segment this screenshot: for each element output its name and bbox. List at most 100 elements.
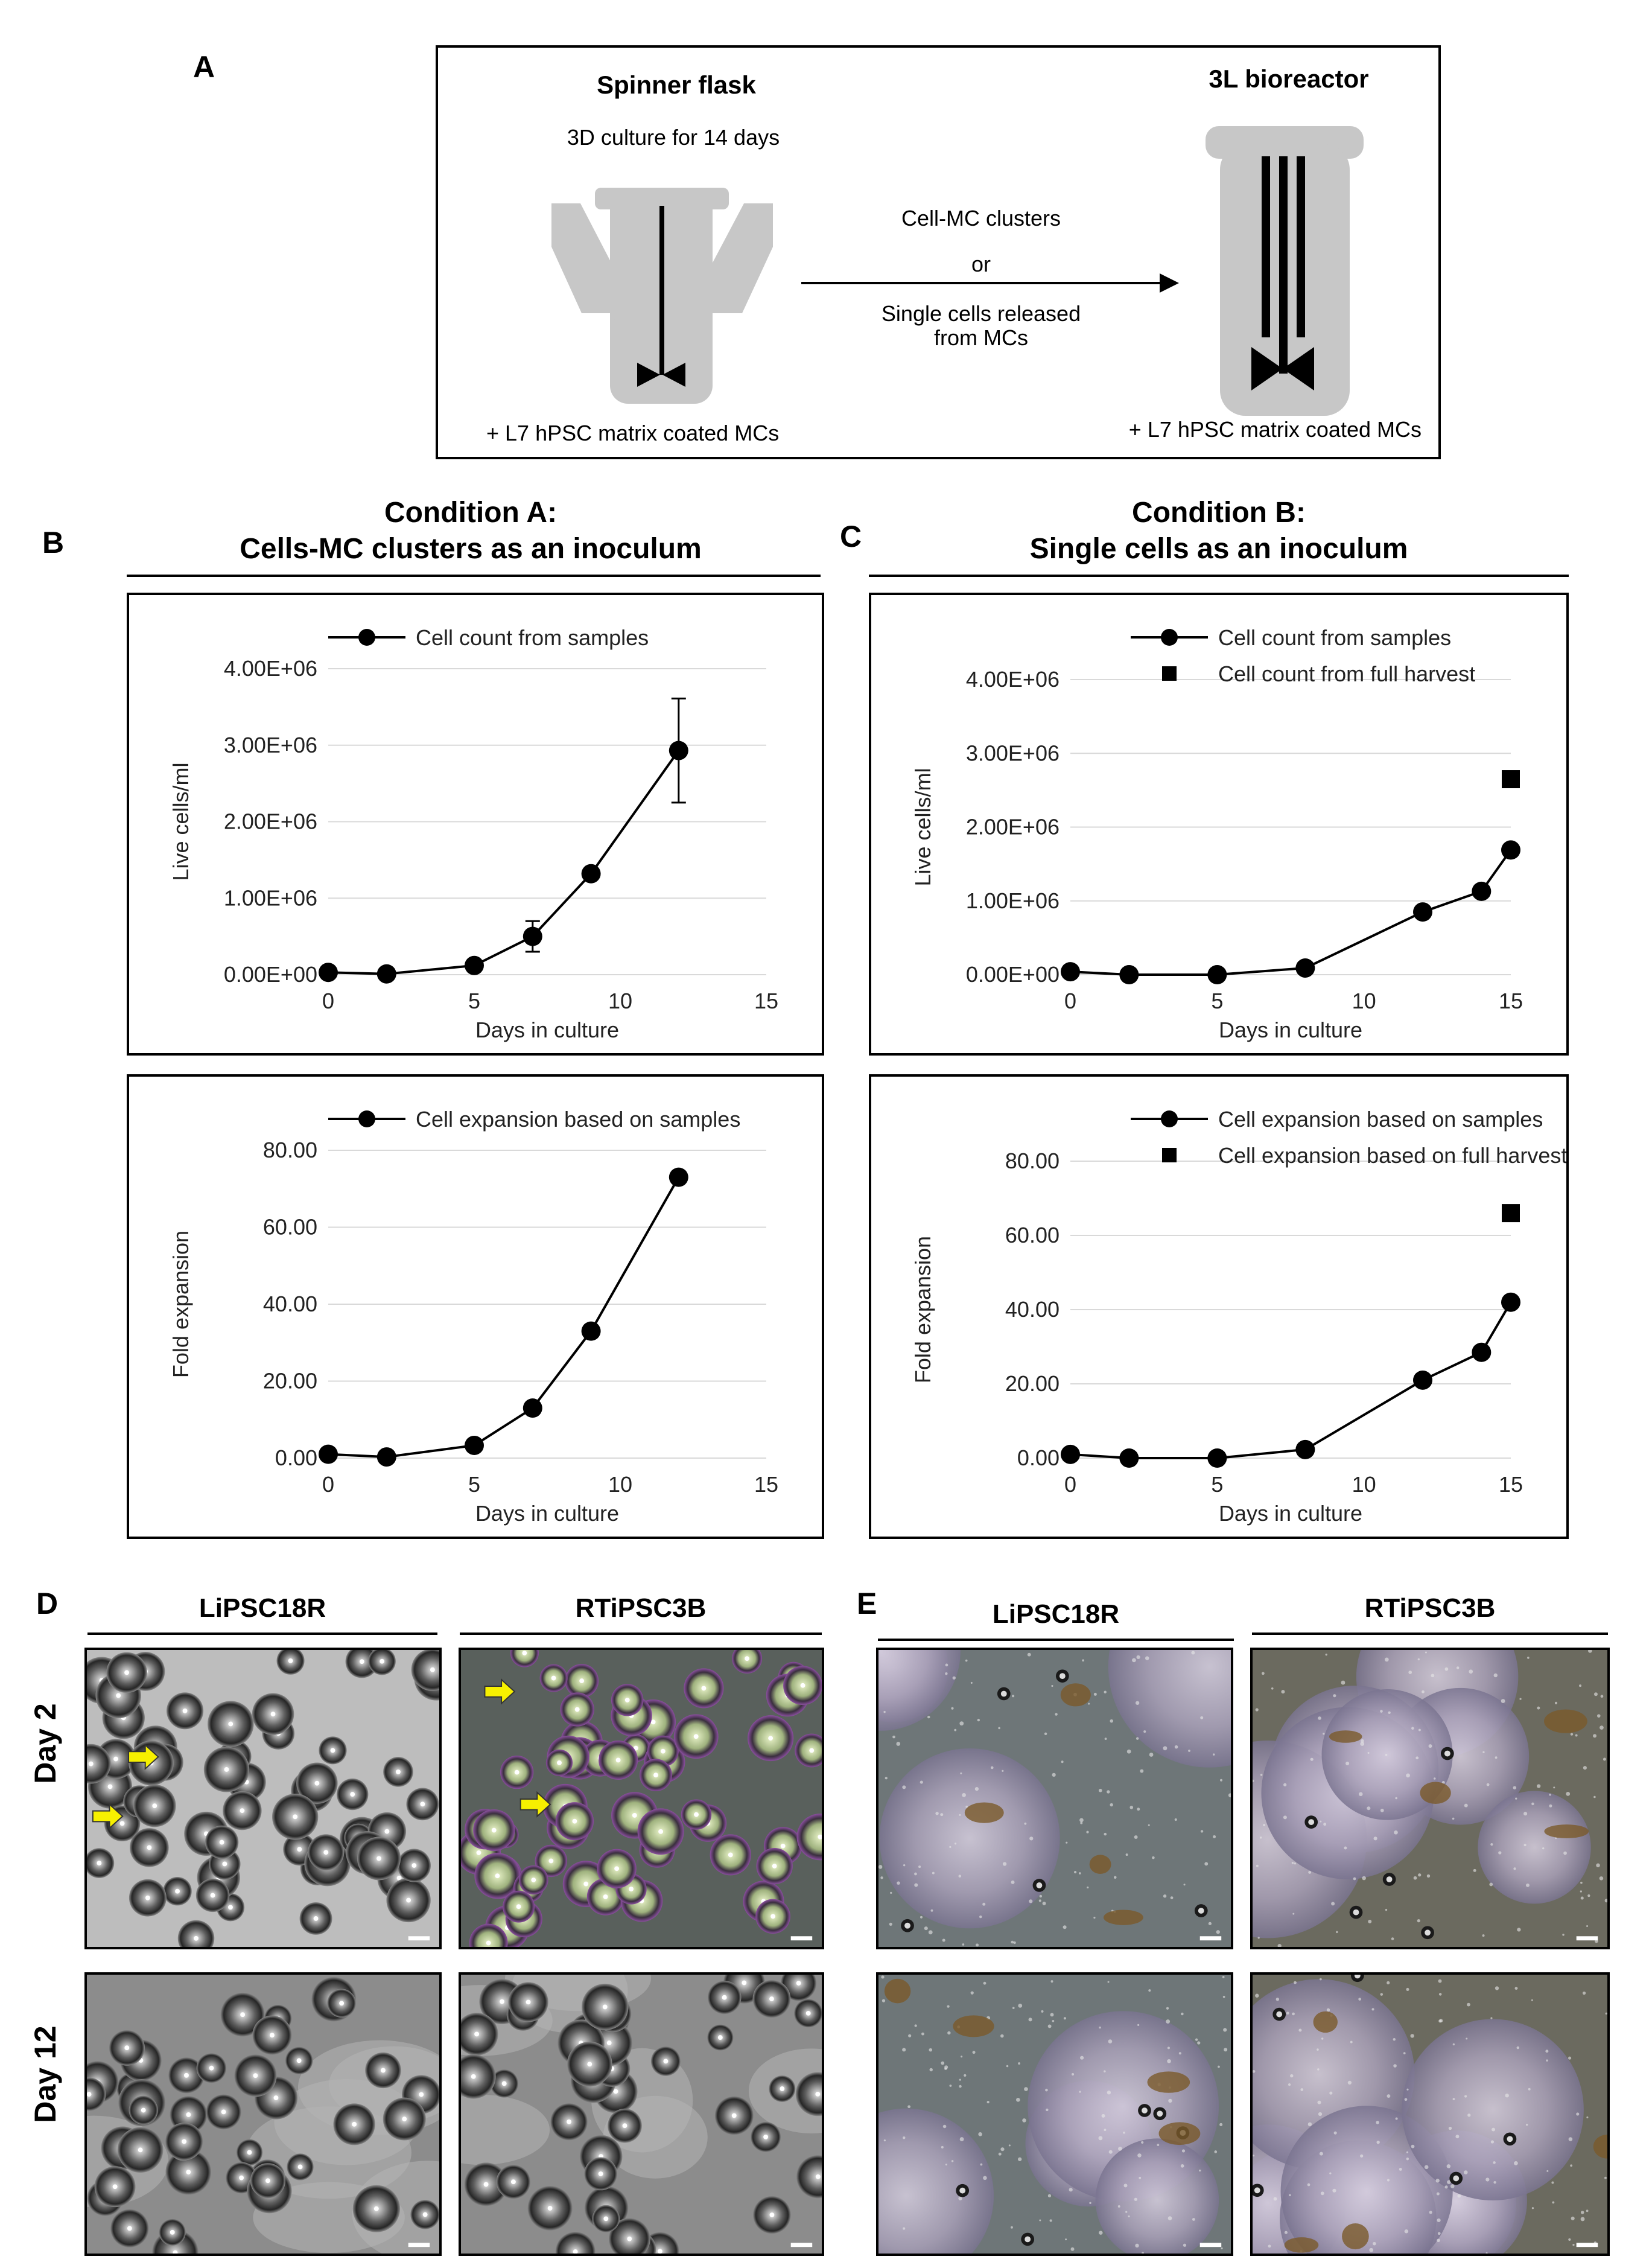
e-col2-rule	[1252, 1633, 1608, 1635]
micrograph-e-rtipsc3b-day12	[1250, 1972, 1610, 2256]
data-point	[376, 1447, 396, 1467]
y-tick-label: 0.00	[275, 1445, 317, 1470]
legend-marker-square	[1162, 666, 1177, 681]
x-tick-label: 0	[1064, 1472, 1076, 1497]
condition-a-line2: Cells-MC clusters as an inoculum	[240, 533, 702, 565]
data-point	[1207, 965, 1227, 984]
spinner-subtitle: 3D culture for 14 days	[567, 125, 780, 150]
x-tick-label: 15	[1499, 1472, 1523, 1497]
y-tick-label: 4.00E+06	[224, 656, 317, 681]
data-point	[1501, 840, 1520, 860]
arrow-label-or: or	[971, 252, 991, 276]
y-tick-label: 0.00E+00	[966, 962, 1060, 987]
legend-label: Cell expansion based on samples	[416, 1107, 740, 1132]
cell-aggregate	[1342, 2223, 1369, 2250]
d-col1-header: LiPSC18R	[199, 1593, 326, 1623]
y-tick-label: 60.00	[263, 1215, 317, 1240]
cell-colony	[1402, 2019, 1584, 2200]
yellow-arrow-icon	[92, 1803, 124, 1830]
panel-label-a: A	[193, 50, 215, 84]
micrograph-d-rtipsc3b-day12	[459, 1972, 824, 2256]
cell-colony	[1095, 2138, 1219, 2254]
data-point	[523, 926, 542, 946]
data-point-square	[1502, 1204, 1520, 1223]
chart-c-top: 0.00E+00 1.00E+06 2.00E+06 3.00E+06 4.00E+06…	[910, 625, 1523, 1042]
cell-aggregate	[1329, 1730, 1362, 1743]
micrograph-d-rtipsc3b-day12-image	[461, 1975, 822, 2254]
chart-b-bottom: 0.00 20.00 40.00 60.00 80.00 0 5 10 15 Days in cu…	[168, 1107, 778, 1526]
cell-aggregate	[1147, 2071, 1190, 2093]
legend-marker	[358, 1110, 375, 1127]
data-point	[1061, 962, 1080, 982]
chart-c-top-box: 0.00E+00 1.00E+06 2.00E+06 3.00E+06 4.00E+06…	[869, 593, 1569, 1056]
transfer-arrow	[801, 273, 1179, 293]
data-point	[581, 1321, 601, 1341]
bioreactor-note: + L7 hPSC matrix coated MCs	[1128, 417, 1422, 442]
cell-aggregate	[1060, 1683, 1091, 1707]
micrograph-e-rtipsc3b-day2-image	[1253, 1650, 1607, 1947]
data-point	[319, 963, 338, 983]
y-tick-label: 2.00E+06	[966, 815, 1060, 839]
chart-b-top-box: 0.00E+00 1.00E+06 2.00E+06 3.00E+06 4.00E+06…	[127, 593, 824, 1056]
x-tick-label: 15	[1499, 989, 1523, 1013]
micrograph-e-lipsc18r-day12-image	[878, 1975, 1231, 2254]
microcarrier	[469, 1923, 508, 1947]
bioreactor-title: 3L bioreactor	[1209, 65, 1369, 93]
data-point	[465, 955, 484, 975]
data-point	[319, 1444, 338, 1464]
micrograph-e-lipsc18r-day2-image	[878, 1650, 1231, 1947]
d-col1-rule	[87, 1633, 437, 1635]
microcarrier	[608, 2218, 650, 2254]
data-point	[376, 964, 396, 984]
legend-label: Cell count from samples	[1218, 625, 1451, 650]
data-point-square	[1502, 770, 1520, 789]
scale-bar	[1199, 2243, 1222, 2247]
microcarrier	[461, 2013, 498, 2056]
micrograph-e-lipsc18r-day2	[876, 1648, 1233, 1949]
scale-bar	[790, 1936, 813, 1941]
y-tick-label: 1.00E+06	[966, 888, 1060, 913]
series-line	[1070, 849, 1512, 976]
microcarrier	[510, 1650, 539, 1668]
scale-bar	[790, 2243, 813, 2247]
micrograph-d-lipsc18r-day12-image	[87, 1975, 439, 2254]
cell-aggregate	[1103, 1910, 1143, 1925]
e-col2-header: RTiPSC3B	[1364, 1593, 1496, 1623]
panel-label-d: D	[36, 1587, 59, 1620]
legend-label: Cell expansion based on samples	[1218, 1107, 1543, 1132]
cell-colony	[878, 1650, 961, 1731]
cell-aggregate	[884, 1978, 911, 2004]
yellow-arrow-icon	[484, 1678, 516, 1705]
cell-aggregate	[1089, 1855, 1111, 1874]
yellow-arrow-icon	[128, 1744, 159, 1771]
schematic-drawing	[551, 126, 1364, 416]
x-tick-label: 15	[754, 989, 778, 1013]
arrow-label-4: from MCs	[934, 325, 1028, 350]
cell-colony	[878, 2108, 994, 2254]
spinner-note: + L7 hPSC matrix coated MCs	[486, 421, 780, 445]
cell-aggregate	[1284, 2237, 1319, 2253]
spinner-flask-icon	[551, 188, 773, 404]
data-point	[581, 864, 601, 884]
legend-label: Cell expansion based on full harvest	[1218, 1143, 1566, 1168]
micrograph-d-rtipsc3b-day2	[459, 1648, 824, 1949]
chart-b-bottom-box: 0.00 20.00 40.00 60.00 80.00 0 5 10 15 Days in cu…	[127, 1074, 824, 1539]
y-tick-label: 40.00	[263, 1292, 317, 1316]
e-col1-header: LiPSC18R	[992, 1599, 1120, 1629]
series-line	[328, 750, 680, 975]
x-tick-label: 5	[1211, 1472, 1223, 1497]
microcarrier	[796, 2155, 822, 2199]
x-tick-label: 5	[468, 989, 480, 1013]
y-tick-label: 80.00	[1005, 1148, 1060, 1173]
data-point	[523, 1398, 542, 1418]
chart-c-bottom: 0.00 20.00 40.00 60.00 80.00 0 5 10 15 Days in cu…	[910, 1107, 1567, 1526]
y-axis-label: Fold expansion	[168, 1231, 193, 1378]
scale-bar	[408, 2243, 430, 2247]
y-tick-label: 3.00E+06	[966, 741, 1060, 765]
x-tick-label: 0	[322, 1472, 334, 1497]
cell-aggregate	[1158, 2122, 1201, 2145]
micrograph-e-lipsc18r-day12	[876, 1972, 1233, 2256]
data-point	[1472, 881, 1492, 901]
y-tick-label: 2.00E+06	[224, 809, 317, 834]
cell-aggregate	[953, 2015, 994, 2037]
